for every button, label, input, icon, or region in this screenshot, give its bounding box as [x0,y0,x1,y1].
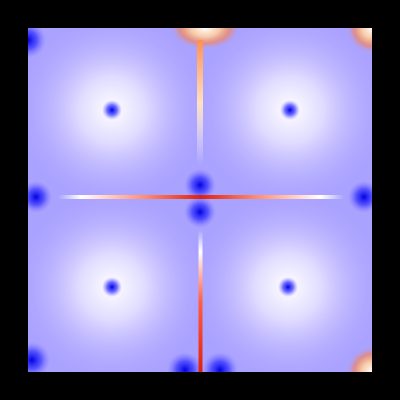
edge-spot [184,196,216,228]
edge-spot [28,342,50,372]
core [102,100,122,120]
hot-spot [346,28,372,54]
vertical-ridge [197,40,203,165]
edge-spot [167,352,203,372]
edge-spot [202,352,238,372]
vertical-ridge [198,230,203,372]
edge-spot [184,169,216,201]
edge-spot [28,28,46,58]
horizontal-ridge [58,195,344,199]
core [102,277,122,297]
plot-area [28,28,372,372]
core [278,277,298,297]
hot-spot [169,28,241,50]
edge-spot [28,181,52,213]
core [280,100,300,120]
hot-spot [346,346,372,372]
edge-spot [348,181,372,213]
